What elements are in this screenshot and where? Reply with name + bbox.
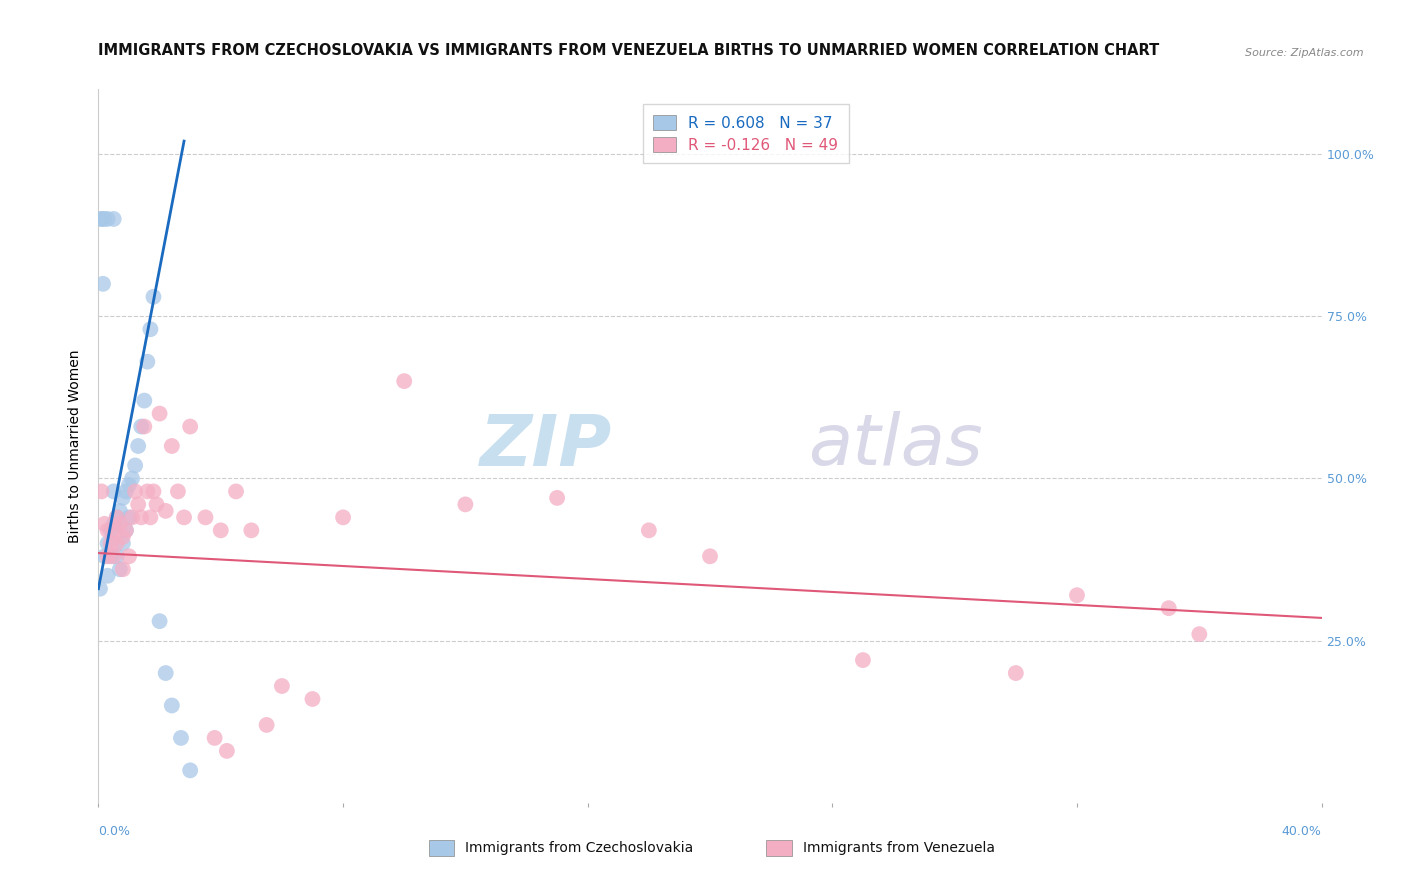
Point: [160, 698, 183, 713]
Text: Source: ZipAtlas.com: Source: ZipAtlas.com: [1246, 48, 1364, 58]
Point: [105, 510, 128, 524]
Point: [136, 354, 159, 368]
Text: atlas: atlas: [808, 411, 983, 481]
Point: [127, 439, 149, 453]
Point: [139, 510, 162, 524]
Point: [1004, 666, 1026, 681]
Point: [145, 497, 167, 511]
Point: [546, 491, 568, 505]
Point: [149, 614, 172, 628]
Point: [129, 419, 152, 434]
Point: [89, 582, 111, 596]
Point: [118, 478, 141, 492]
Point: [105, 510, 128, 524]
Point: [1066, 588, 1088, 602]
Point: [215, 744, 238, 758]
Point: [111, 536, 134, 550]
Point: [111, 491, 134, 505]
Point: [173, 510, 195, 524]
Point: [142, 290, 165, 304]
Point: [124, 484, 146, 499]
Point: [392, 374, 416, 388]
Point: [111, 530, 134, 544]
Point: [100, 549, 122, 564]
Text: 40.0%: 40.0%: [1282, 825, 1322, 838]
Point: [134, 419, 156, 434]
Point: [454, 497, 477, 511]
Point: [108, 504, 131, 518]
Point: [100, 536, 122, 550]
Point: [170, 731, 193, 745]
Point: [127, 497, 149, 511]
Point: [209, 524, 232, 538]
Point: [194, 510, 217, 524]
Point: [90, 211, 112, 226]
Point: [270, 679, 292, 693]
Point: [852, 653, 875, 667]
Text: 0.0%: 0.0%: [98, 825, 131, 838]
Point: [115, 524, 138, 538]
Point: [90, 211, 112, 226]
Point: [121, 510, 143, 524]
Point: [93, 211, 115, 226]
Point: [256, 718, 278, 732]
Point: [167, 484, 190, 499]
Point: [204, 731, 226, 745]
Point: [97, 524, 120, 538]
Point: [332, 510, 354, 524]
Point: [699, 549, 721, 564]
Text: Immigrants from Venezuela: Immigrants from Venezuela: [803, 841, 995, 855]
Point: [1188, 627, 1211, 641]
Point: [124, 458, 146, 473]
Point: [93, 549, 115, 564]
Legend: R = 0.608   N = 37, R = -0.126   N = 49: R = 0.608 N = 37, R = -0.126 N = 49: [643, 104, 849, 163]
Text: IMMIGRANTS FROM CZECHOSLOVAKIA VS IMMIGRANTS FROM VENEZUELA BIRTHS TO UNMARRIED : IMMIGRANTS FROM CZECHOSLOVAKIA VS IMMIGR…: [98, 43, 1160, 58]
Point: [129, 510, 152, 524]
Point: [179, 419, 201, 434]
Point: [97, 536, 120, 550]
Point: [97, 549, 120, 564]
Point: [134, 393, 156, 408]
Point: [97, 211, 120, 226]
Point: [115, 484, 138, 499]
Point: [103, 516, 125, 531]
Point: [103, 211, 125, 226]
Point: [108, 516, 131, 531]
Point: [105, 536, 128, 550]
Point: [240, 524, 263, 538]
Point: [149, 407, 172, 421]
Point: [155, 504, 177, 518]
Point: [1157, 601, 1180, 615]
Point: [301, 692, 323, 706]
Point: [225, 484, 247, 499]
Point: [108, 562, 131, 576]
Y-axis label: Births to Unmarried Women: Births to Unmarried Women: [69, 350, 83, 542]
Point: [103, 484, 125, 499]
Point: [103, 524, 125, 538]
Point: [121, 471, 143, 485]
Point: [179, 764, 201, 778]
Point: [105, 549, 128, 564]
Point: [93, 516, 115, 531]
Point: [100, 524, 122, 538]
Point: [155, 666, 177, 681]
Point: [115, 524, 138, 538]
Text: ZIP: ZIP: [479, 411, 612, 481]
Text: Immigrants from Czechoslovakia: Immigrants from Czechoslovakia: [465, 841, 693, 855]
Point: [111, 562, 134, 576]
Point: [160, 439, 183, 453]
Point: [142, 484, 165, 499]
Point: [637, 524, 661, 538]
Point: [90, 484, 112, 499]
Point: [118, 510, 141, 524]
Point: [97, 568, 120, 582]
Point: [136, 484, 159, 499]
Point: [91, 277, 114, 291]
Point: [103, 549, 125, 564]
Point: [139, 322, 162, 336]
Point: [118, 549, 141, 564]
